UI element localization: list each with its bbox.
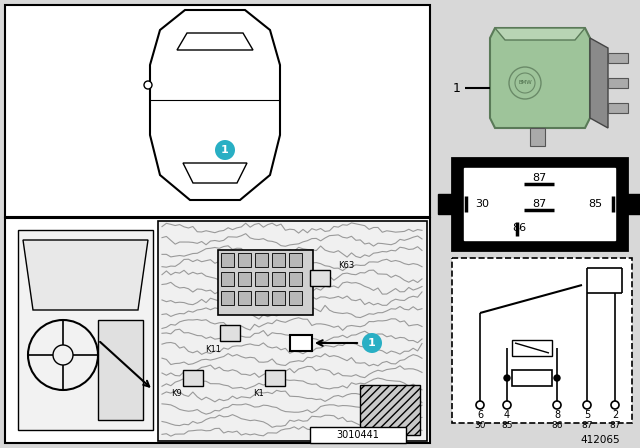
Polygon shape bbox=[495, 28, 585, 40]
Bar bbox=[272, 253, 285, 267]
Text: 5: 5 bbox=[584, 410, 590, 420]
Text: 412065: 412065 bbox=[580, 435, 620, 445]
Text: K11: K11 bbox=[205, 345, 221, 353]
Bar bbox=[158, 221, 427, 441]
Bar bbox=[255, 253, 268, 267]
Bar bbox=[608, 53, 628, 63]
Text: 85: 85 bbox=[501, 421, 513, 430]
Text: 30: 30 bbox=[475, 199, 489, 209]
Bar bbox=[310, 270, 330, 286]
Bar bbox=[452, 258, 632, 423]
Bar bbox=[265, 370, 285, 386]
Circle shape bbox=[515, 73, 535, 93]
Text: 85: 85 bbox=[588, 199, 602, 209]
Bar bbox=[290, 335, 312, 351]
Bar bbox=[272, 272, 285, 286]
Text: 6: 6 bbox=[477, 410, 483, 420]
Text: K63: K63 bbox=[338, 262, 355, 271]
Text: K1: K1 bbox=[253, 388, 264, 397]
Text: 86: 86 bbox=[551, 421, 563, 430]
Bar bbox=[183, 370, 203, 386]
Text: 3010441: 3010441 bbox=[337, 430, 380, 440]
Bar bbox=[512, 370, 552, 386]
Polygon shape bbox=[98, 320, 143, 420]
Bar bbox=[625, 194, 640, 214]
Polygon shape bbox=[490, 28, 590, 128]
Bar bbox=[289, 253, 302, 267]
Bar bbox=[452, 158, 627, 250]
Polygon shape bbox=[360, 385, 420, 435]
Text: 2: 2 bbox=[612, 410, 618, 420]
Bar bbox=[218, 250, 313, 315]
Circle shape bbox=[611, 401, 619, 409]
Text: K9: K9 bbox=[171, 388, 181, 397]
Circle shape bbox=[503, 401, 511, 409]
Bar bbox=[238, 291, 251, 305]
Text: 4: 4 bbox=[504, 410, 510, 420]
Bar bbox=[438, 194, 454, 214]
Polygon shape bbox=[18, 230, 153, 430]
Circle shape bbox=[554, 375, 560, 381]
Circle shape bbox=[509, 67, 541, 99]
Text: BMW: BMW bbox=[518, 81, 532, 86]
Circle shape bbox=[215, 140, 235, 160]
Text: 1: 1 bbox=[368, 338, 376, 348]
Text: 1: 1 bbox=[453, 82, 461, 95]
Bar bbox=[255, 272, 268, 286]
Polygon shape bbox=[177, 33, 253, 50]
Circle shape bbox=[583, 401, 591, 409]
Bar bbox=[220, 325, 240, 341]
Text: 87: 87 bbox=[609, 421, 621, 430]
Text: 87: 87 bbox=[581, 421, 593, 430]
Circle shape bbox=[362, 333, 382, 353]
Bar bbox=[530, 128, 545, 146]
Bar bbox=[238, 272, 251, 286]
Bar bbox=[512, 340, 552, 356]
Circle shape bbox=[476, 401, 484, 409]
Bar bbox=[255, 291, 268, 305]
Polygon shape bbox=[590, 38, 608, 128]
Bar bbox=[221, 291, 234, 305]
Polygon shape bbox=[23, 240, 148, 310]
Circle shape bbox=[504, 375, 510, 381]
Bar bbox=[608, 103, 628, 113]
Text: 87: 87 bbox=[532, 199, 546, 209]
Bar bbox=[289, 291, 302, 305]
Bar bbox=[289, 272, 302, 286]
Bar bbox=[5, 218, 430, 443]
Circle shape bbox=[144, 81, 152, 89]
Bar bbox=[608, 78, 628, 88]
Text: 8: 8 bbox=[554, 410, 560, 420]
Text: 87: 87 bbox=[532, 173, 546, 183]
Text: 86: 86 bbox=[512, 223, 526, 233]
Text: 30: 30 bbox=[474, 421, 486, 430]
Bar bbox=[5, 5, 430, 217]
Bar bbox=[272, 291, 285, 305]
Bar bbox=[221, 253, 234, 267]
Polygon shape bbox=[150, 10, 280, 200]
Bar bbox=[464, 168, 615, 240]
Bar bbox=[221, 272, 234, 286]
Bar bbox=[310, 427, 406, 443]
Bar bbox=[238, 253, 251, 267]
Polygon shape bbox=[183, 163, 247, 183]
Circle shape bbox=[553, 401, 561, 409]
Text: 1: 1 bbox=[221, 145, 229, 155]
